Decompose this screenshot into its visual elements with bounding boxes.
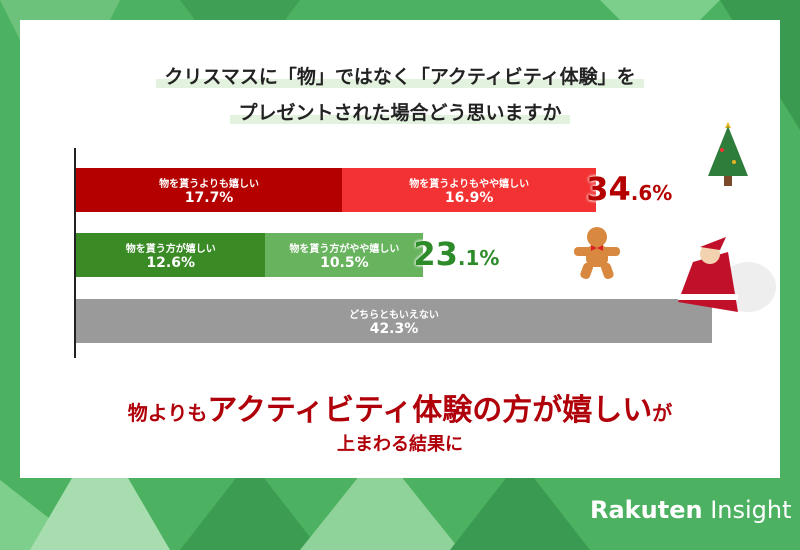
conclusion-line2: 上まわる結果に (337, 434, 463, 455)
segment-value: 42.3% (369, 320, 419, 337)
segment-label: 物を貰うよりもやや嬉しい (409, 178, 530, 190)
gingerbread-icon (574, 227, 620, 280)
bar-segment: 物を貰う方が嬉しい 12.6% (76, 233, 266, 277)
title-line2: プレゼントされた場合どう思いますか (0, 98, 800, 125)
bar-segment: 物を貰う方がやや嬉しい 10.5% (265, 233, 424, 277)
bar-segment: 物を貰うよりもやや嬉しい 16.9% (342, 168, 597, 212)
bar-segment: 物を貰うよりも嬉しい 17.7% (76, 168, 343, 212)
segment-value: 17.7% (184, 189, 234, 206)
segment-value: 16.9% (444, 189, 494, 206)
segment-label: 物を貰う方がやや嬉しい (289, 243, 400, 255)
segment-label: 物を貰う方が嬉しい (125, 243, 216, 255)
segment-label: 物を貰うよりも嬉しい (159, 178, 259, 190)
christmas-tree-icon (708, 122, 748, 186)
y-axis (74, 148, 76, 358)
conclusion-line1: 物よりもアクティビティ体験の方が嬉しいが (127, 393, 673, 428)
bar-segment: どちらともいえない 42.3% (76, 299, 712, 343)
rakuten-insight-logo: Rakuten Insight (590, 496, 792, 524)
row-total: 23.1% (413, 235, 500, 273)
segment-label: どちらともいえない (349, 309, 439, 321)
title-line1: クリスマスに「物」ではなく「アクティビティ体験」を (0, 62, 800, 89)
santa-icon (678, 237, 776, 312)
segment-value: 10.5% (320, 254, 369, 271)
row-total: 34.6% (586, 170, 673, 208)
segment-value: 12.6% (146, 254, 195, 271)
